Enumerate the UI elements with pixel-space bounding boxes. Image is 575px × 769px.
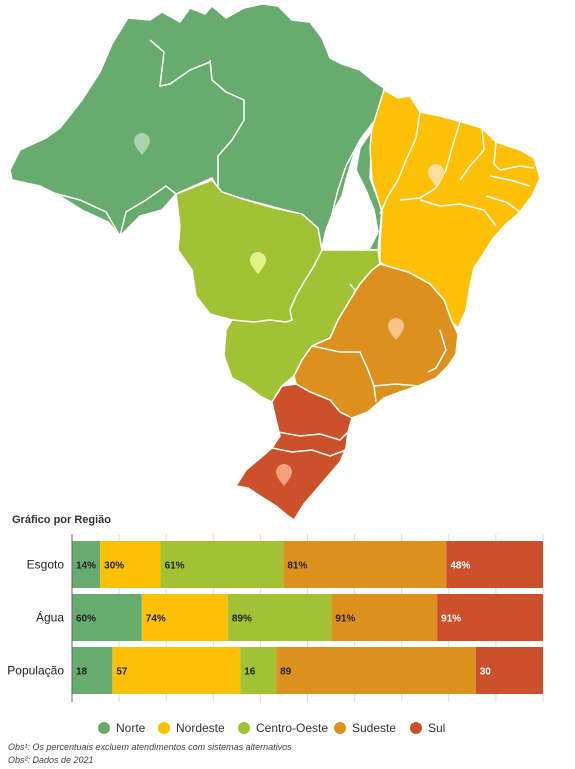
legend-label[interactable]: Sul bbox=[428, 721, 445, 735]
data-label: 91% bbox=[441, 614, 461, 625]
bar-segment[interactable] bbox=[100, 541, 161, 588]
brazil-regions-map bbox=[9, 3, 541, 520]
legend-label[interactable]: Centro-Oeste bbox=[256, 721, 328, 735]
legend-swatch bbox=[334, 722, 346, 734]
map-marker-nordeste-icon[interactable] bbox=[428, 164, 444, 186]
chart-title: Gráfico por Região bbox=[12, 514, 112, 526]
chart-legend: Norte Nordeste Centro-Oeste Sudeste Sul bbox=[98, 721, 445, 735]
bar-segment[interactable] bbox=[240, 647, 277, 694]
category-label: População bbox=[7, 664, 64, 678]
legend-label[interactable]: Sudeste bbox=[352, 721, 396, 735]
bar-segment[interactable] bbox=[72, 541, 101, 588]
data-label: 48% bbox=[450, 561, 470, 572]
data-label: 57 bbox=[116, 667, 128, 678]
bar-segment[interactable] bbox=[160, 541, 284, 588]
bar-segment[interactable] bbox=[437, 594, 543, 641]
bar-segment[interactable] bbox=[276, 647, 476, 694]
bar-segment[interactable] bbox=[331, 594, 438, 641]
footnote-2: Obs²: Dados de 2021 bbox=[8, 755, 94, 765]
stacked-bar-chart: Esgoto 14% 30% 61% 81% 48% Água 60% 74% 89% 91% 91%… bbox=[7, 534, 544, 702]
data-label: 18 bbox=[76, 667, 88, 678]
map-border-norte-states bbox=[11, 39, 361, 251]
category-label: Água bbox=[36, 610, 64, 625]
legend-swatch bbox=[158, 722, 170, 734]
map-region-norte[interactable] bbox=[9, 3, 385, 251]
data-label: 81% bbox=[287, 561, 307, 572]
category-label: Esgoto bbox=[27, 558, 65, 572]
legend-swatch bbox=[98, 722, 110, 734]
data-label: 74% bbox=[146, 614, 166, 625]
data-label: 16 bbox=[244, 667, 256, 678]
legend-swatch bbox=[410, 722, 422, 734]
legend-label[interactable]: Nordeste bbox=[176, 721, 225, 735]
legend-swatch bbox=[238, 722, 250, 734]
data-label: 14% bbox=[76, 561, 96, 572]
bar-segment[interactable] bbox=[227, 594, 332, 641]
data-label: 61% bbox=[165, 561, 185, 572]
bar-segment[interactable] bbox=[112, 647, 241, 694]
map-marker-norte-icon[interactable] bbox=[134, 133, 150, 155]
map-border-sul-states bbox=[271, 431, 349, 457]
data-label: 60% bbox=[76, 614, 96, 625]
data-label: 89 bbox=[280, 667, 292, 678]
data-label: 91% bbox=[335, 614, 355, 625]
data-label: 30 bbox=[480, 667, 492, 678]
bar-segment[interactable] bbox=[283, 541, 447, 588]
footnote-1: Obs¹: Os percentuais excluem atendimento… bbox=[8, 742, 292, 752]
bar-segment[interactable] bbox=[72, 647, 113, 694]
bar-segment[interactable] bbox=[72, 594, 142, 641]
map-marker-sudeste-icon[interactable] bbox=[388, 318, 404, 340]
map-border-sudeste-states bbox=[311, 329, 447, 403]
bar-segment[interactable] bbox=[141, 594, 228, 641]
map-marker-sul-icon[interactable] bbox=[276, 464, 292, 486]
bar-segment[interactable] bbox=[446, 541, 543, 588]
data-label: 30% bbox=[104, 561, 124, 572]
bar-segment[interactable] bbox=[475, 647, 543, 694]
data-label: 89% bbox=[232, 614, 252, 625]
map-region-nordeste[interactable] bbox=[369, 88, 541, 330]
map-marker-centro-oeste-icon[interactable] bbox=[250, 252, 266, 274]
legend-label[interactable]: Norte bbox=[116, 721, 146, 735]
